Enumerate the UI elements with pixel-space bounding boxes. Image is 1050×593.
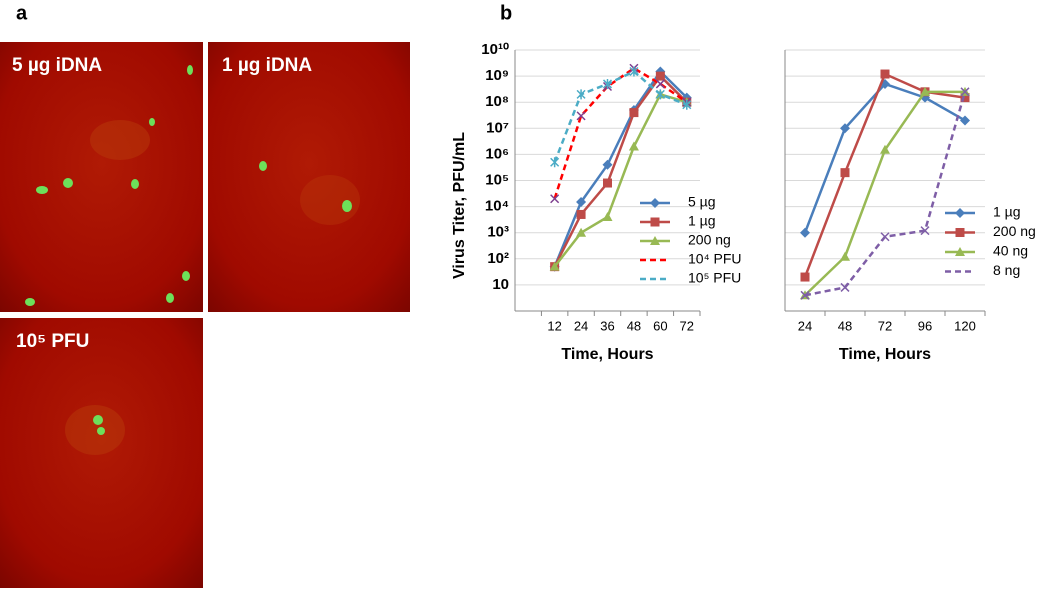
marker bbox=[655, 71, 665, 81]
marker bbox=[602, 159, 613, 170]
legend-label: 40 ng bbox=[993, 243, 1028, 259]
y-tick-label: 10² bbox=[487, 250, 509, 267]
panel-label: a bbox=[16, 2, 28, 24]
micrograph: 10⁵ PFU bbox=[0, 318, 203, 588]
marker bbox=[650, 236, 660, 245]
legend-label: 1 µg bbox=[688, 213, 716, 229]
x-tick-label: 36 bbox=[600, 318, 614, 333]
marker bbox=[880, 232, 890, 242]
y-axis-title: Virus Titer, PFU/mL bbox=[451, 132, 468, 279]
marker bbox=[650, 217, 660, 227]
marker bbox=[800, 272, 810, 282]
legend-label: 8 ng bbox=[993, 262, 1020, 278]
legend-label: 200 ng bbox=[688, 232, 731, 248]
marker bbox=[682, 99, 692, 110]
micrograph: 5 µg iDNA bbox=[0, 42, 352, 312]
marker bbox=[840, 251, 850, 261]
legend-label: 200 ng bbox=[993, 223, 1036, 239]
marker bbox=[955, 247, 965, 256]
marker bbox=[655, 89, 665, 100]
series-line bbox=[804, 91, 967, 297]
marker bbox=[955, 228, 965, 237]
image-label: 5 µg iDNA bbox=[12, 55, 102, 76]
x-tick-label: 72 bbox=[680, 318, 694, 333]
series-line bbox=[553, 74, 688, 268]
micrograph: 1 µg iDNA bbox=[208, 42, 410, 312]
y-tick-label: 10⁷ bbox=[486, 119, 509, 136]
y-tick-label: 10⁴ bbox=[485, 198, 509, 215]
marker bbox=[955, 208, 965, 218]
marker bbox=[920, 226, 930, 236]
y-tick-label: 10⁵ bbox=[485, 171, 509, 188]
legend-label: 5 µg bbox=[688, 194, 716, 210]
y-tick-label: 10³ bbox=[487, 224, 509, 241]
x-axis-title: Time, Hours bbox=[561, 346, 653, 363]
x-axis-title: Time, Hours bbox=[839, 346, 931, 363]
y-tick-label: 10¹⁰ bbox=[481, 41, 509, 58]
x-tick-label: 48 bbox=[627, 318, 641, 333]
image-label: 1 µg iDNA bbox=[222, 55, 312, 76]
marker bbox=[880, 144, 890, 154]
marker bbox=[576, 111, 586, 121]
marker bbox=[960, 115, 970, 126]
series-line bbox=[553, 70, 688, 163]
marker bbox=[550, 194, 560, 204]
x-tick-label: 120 bbox=[954, 318, 976, 333]
x-tick-label: 24 bbox=[574, 318, 588, 333]
series-line bbox=[804, 90, 965, 297]
y-tick-label: 10⁶ bbox=[485, 145, 509, 162]
marker bbox=[602, 78, 613, 89]
marker bbox=[800, 227, 810, 238]
series-line bbox=[553, 69, 688, 268]
marker bbox=[840, 123, 850, 134]
marker bbox=[960, 87, 970, 97]
marker bbox=[655, 79, 665, 89]
y-tick-label: 10⁹ bbox=[485, 67, 509, 84]
x-tick-label: 48 bbox=[838, 318, 852, 333]
x-tick-label: 12 bbox=[547, 318, 561, 333]
series-line bbox=[803, 82, 966, 234]
y-tick-label: 10⁸ bbox=[485, 93, 509, 110]
marker bbox=[576, 89, 586, 100]
x-tick-label: 96 bbox=[918, 318, 932, 333]
marker bbox=[840, 168, 850, 178]
marker bbox=[650, 198, 660, 208]
legend-label: 10⁵ PFU bbox=[688, 270, 741, 286]
marker bbox=[629, 108, 639, 118]
marker bbox=[602, 211, 613, 221]
marker bbox=[549, 261, 560, 271]
series-line bbox=[553, 92, 688, 268]
legend-label: 1 µg bbox=[993, 204, 1021, 220]
marker bbox=[840, 282, 850, 292]
marker bbox=[603, 178, 612, 188]
y-tick-label: 10 bbox=[492, 276, 509, 293]
x-tick-label: 24 bbox=[798, 318, 812, 333]
marker bbox=[960, 93, 970, 103]
series-line bbox=[553, 66, 688, 200]
marker bbox=[550, 157, 560, 168]
marker bbox=[628, 141, 639, 151]
marker bbox=[576, 209, 586, 219]
x-tick-label: 60 bbox=[653, 318, 667, 333]
legend-label: 10⁴ PFU bbox=[688, 251, 741, 267]
marker bbox=[576, 197, 587, 208]
marker bbox=[920, 86, 930, 96]
panel-label: b bbox=[500, 2, 512, 24]
marker bbox=[880, 69, 890, 79]
x-tick-label: 72 bbox=[878, 318, 892, 333]
image-label: 10⁵ PFU bbox=[16, 331, 89, 352]
marker bbox=[800, 290, 810, 300]
marker bbox=[629, 66, 639, 77]
marker bbox=[576, 227, 587, 237]
